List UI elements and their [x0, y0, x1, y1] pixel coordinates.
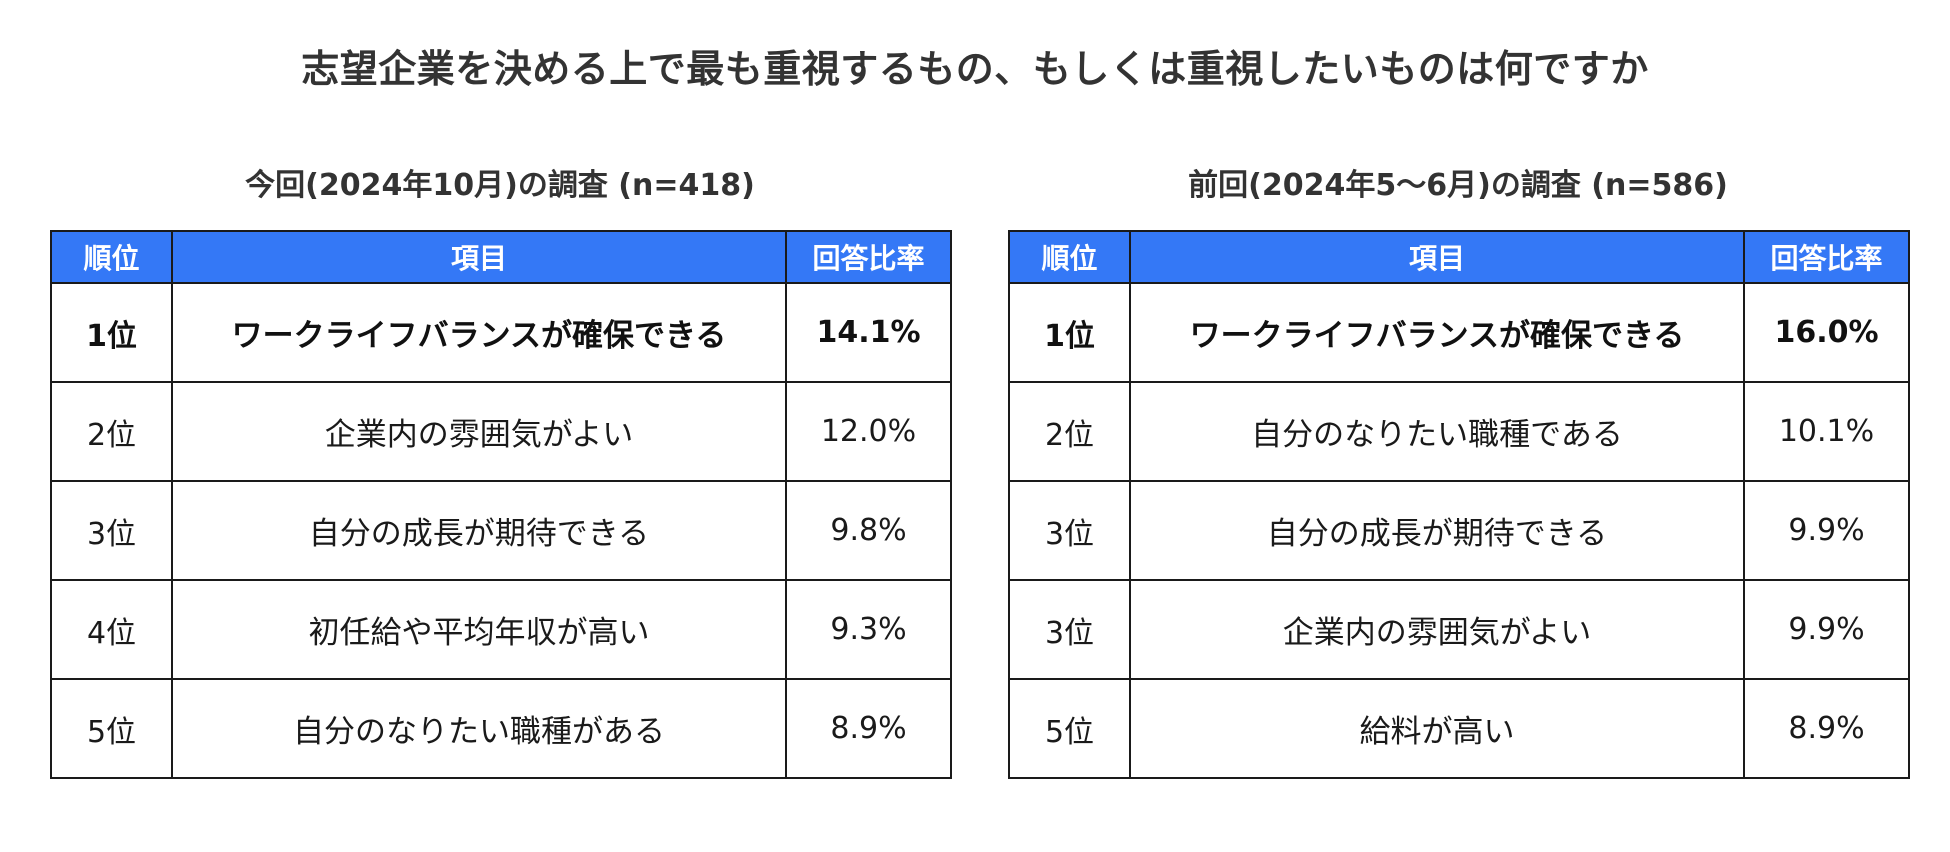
- rate-cell: 10.1%: [1743, 381, 1910, 482]
- table-row: 5位 自分のなりたい職種がある 8.9%: [50, 678, 952, 779]
- header-item: 項目: [171, 230, 787, 284]
- rank-cell: 2位: [1008, 381, 1131, 482]
- item-cell: ワークライフバランスが確保できる: [1129, 282, 1745, 383]
- table-row: 3位 自分の成長が期待できる 9.8%: [50, 480, 952, 581]
- current-survey-table: 順位 項目 回答比率 1位 ワークライフバランスが確保できる 14.1% 2位 …: [50, 230, 952, 779]
- rate-cell: 9.8%: [785, 480, 952, 581]
- page-title: 志望企業を決める上で最も重視するもの、もしくは重視したいものは何ですか: [301, 47, 1649, 91]
- header-rate: 回答比率: [1743, 230, 1910, 284]
- item-cell: 自分の成長が期待できる: [171, 480, 787, 581]
- table-row: 1位 ワークライフバランスが確保できる 16.0%: [1008, 282, 1910, 383]
- table-row: 1位 ワークライフバランスが確保できる 14.1%: [50, 282, 952, 383]
- previous-survey-caption: 前回(2024年5～6月)の調査 (n=586): [1188, 168, 1728, 203]
- rate-cell: 12.0%: [785, 381, 952, 482]
- table-row: 5位 給料が高い 8.9%: [1008, 678, 1910, 779]
- header-rate: 回答比率: [785, 230, 952, 284]
- rate-cell: 16.0%: [1743, 282, 1910, 383]
- header-rank: 順位: [1008, 230, 1131, 284]
- item-cell: 企業内の雰囲気がよい: [1129, 579, 1745, 680]
- header-rank: 順位: [50, 230, 173, 284]
- item-cell: 自分のなりたい職種がある: [171, 678, 787, 779]
- table-row: 3位 自分の成長が期待できる 9.9%: [1008, 480, 1910, 581]
- rate-cell: 9.9%: [1743, 480, 1910, 581]
- rank-cell: 1位: [1008, 282, 1131, 383]
- previous-survey-block: 前回(2024年5～6月)の調査 (n=586) 順位 項目 回答比率 1位 ワ…: [1008, 162, 1910, 779]
- item-cell: 企業内の雰囲気がよい: [171, 381, 787, 482]
- rate-cell: 9.3%: [785, 579, 952, 680]
- rank-cell: 3位: [1008, 579, 1131, 680]
- rate-cell: 9.9%: [1743, 579, 1910, 680]
- current-survey-block: 今回(2024年10月)の調査 (n=418) 順位 項目 回答比率 1位 ワー…: [50, 162, 952, 779]
- item-cell: 自分のなりたい職種である: [1129, 381, 1745, 482]
- rank-cell: 5位: [1008, 678, 1131, 779]
- rate-cell: 8.9%: [785, 678, 952, 779]
- previous-survey-table: 順位 項目 回答比率 1位 ワークライフバランスが確保できる 16.0% 2位 …: [1008, 230, 1910, 779]
- item-cell: ワークライフバランスが確保できる: [171, 282, 787, 383]
- rank-cell: 3位: [50, 480, 173, 581]
- table-row: 2位 企業内の雰囲気がよい 12.0%: [50, 381, 952, 482]
- rank-cell: 2位: [50, 381, 173, 482]
- table-row: 4位 初任給や平均年収が高い 9.3%: [50, 579, 952, 680]
- header-item: 項目: [1129, 230, 1745, 284]
- item-cell: 自分の成長が期待できる: [1129, 480, 1745, 581]
- rate-cell: 14.1%: [785, 282, 952, 383]
- item-cell: 給料が高い: [1129, 678, 1745, 779]
- table-header-row: 順位 項目 回答比率: [1008, 230, 1910, 284]
- rank-cell: 5位: [50, 678, 173, 779]
- current-survey-caption: 今回(2024年10月)の調査 (n=418): [245, 168, 755, 203]
- table-row: 3位 企業内の雰囲気がよい 9.9%: [1008, 579, 1910, 680]
- table-row: 2位 自分のなりたい職種である 10.1%: [1008, 381, 1910, 482]
- rate-cell: 8.9%: [1743, 678, 1910, 779]
- rank-cell: 1位: [50, 282, 173, 383]
- rank-cell: 4位: [50, 579, 173, 680]
- table-header-row: 順位 項目 回答比率: [50, 230, 952, 284]
- rank-cell: 3位: [1008, 480, 1131, 581]
- item-cell: 初任給や平均年収が高い: [171, 579, 787, 680]
